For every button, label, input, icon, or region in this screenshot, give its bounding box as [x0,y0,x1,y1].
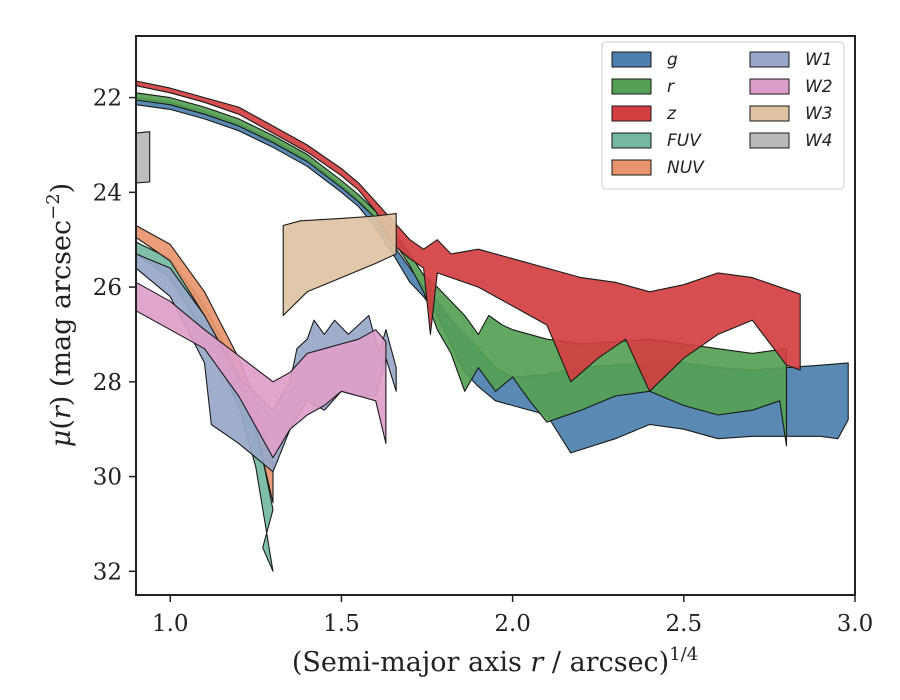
y-tick-label: 22 [93,86,122,112]
x-tick-label: 2.0 [494,611,531,637]
legend-swatch-fuv [611,132,652,149]
legend-label-w1: W1 [805,50,833,70]
x-tick-label: 1.5 [323,611,360,637]
legend-swatch-nuv [611,159,652,176]
legend-label-fuv: FUV [667,131,702,151]
x-tick-label: 3.0 [837,611,874,637]
band-w4 [136,131,151,184]
y-axis-label: μ(r) (mag arcsec−2) [43,183,77,447]
y-tick-label: 30 [93,465,122,491]
y-axis-ticks: 22 24 26 28 30 32 [93,86,136,585]
x-axis-ticks: 1.0 1.5 2.0 2.5 3.0 [152,595,873,637]
legend-swatch-w1 [749,51,790,68]
y-tick-label: 32 [93,559,122,585]
profile-bands [136,80,849,572]
legend-swatch-w3 [749,105,790,122]
legend-label-nuv: NUV [667,158,705,178]
y-tick-label: 28 [93,370,122,396]
legend-label-g: g [667,50,678,70]
legend-label-w3: W3 [805,104,833,124]
x-axis-label: (Semi-major axis r / arcsec)1/4 [292,644,698,678]
y-tick-label: 26 [93,275,122,301]
legend-label-w4: W4 [805,131,833,151]
legend-label-z: z [666,104,677,124]
band-w3 [282,213,397,317]
band-w2 [136,281,387,459]
legend: grz FUV NUV W1 W2 W3 W4 [601,41,845,190]
legend-label-r: r [667,77,675,97]
band-nuv [136,224,274,504]
band-z [136,80,801,392]
legend-swatch-w2 [749,78,790,95]
x-tick-label: 1.0 [152,611,189,637]
y-tick-label: 24 [93,180,122,206]
legend-swatch-z [611,105,652,122]
x-tick-label: 2.5 [666,611,703,637]
legend-swatch-w4 [749,132,790,149]
legend-label-w2: W2 [805,77,833,97]
legend-swatch-g [611,51,652,68]
plot-frame [135,35,856,596]
legend-swatch-r [611,78,652,95]
